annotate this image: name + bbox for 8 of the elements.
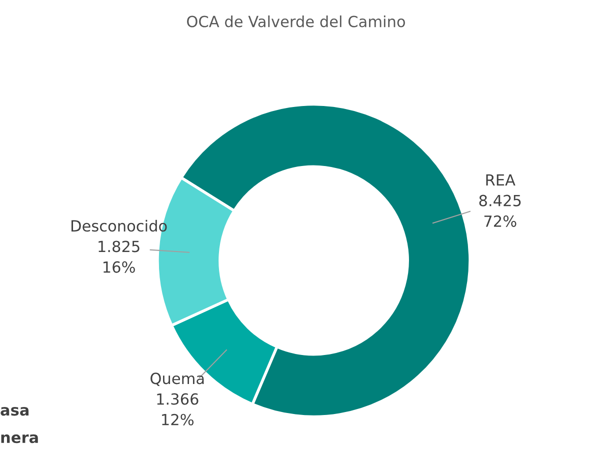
data-label: 8.425 72% (479, 194, 521, 227)
text: nera (1, 434, 38, 444)
data-label: 1.825 16% (98, 240, 140, 273)
chart-title: OCA de Valverde del Camino (187, 15, 405, 28)
slice-label: REA (486, 174, 516, 186)
slice-label: Quema (150, 372, 204, 386)
data-label: 1.366 12% (157, 393, 198, 426)
text: asa (0, 406, 29, 416)
